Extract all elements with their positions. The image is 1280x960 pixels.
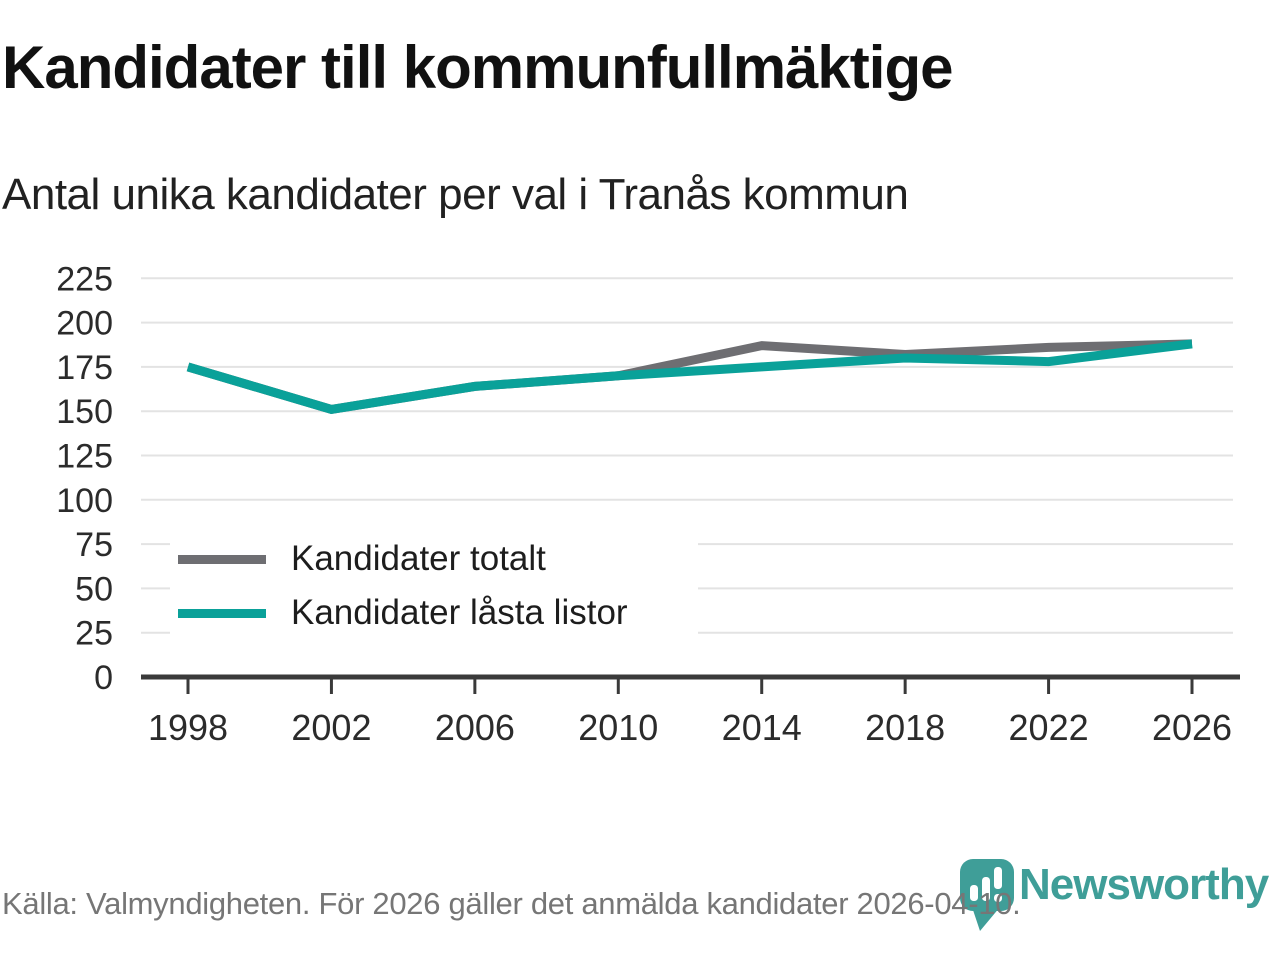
- legend-item-locked: Kandidater låsta listor: [178, 591, 698, 635]
- y-axis-tick-label: 150: [56, 393, 113, 431]
- y-axis-tick-label: 25: [75, 615, 113, 653]
- legend: Kandidater totalt Kandidater låsta listo…: [170, 531, 698, 643]
- legend-swatch-locked: [178, 608, 266, 618]
- source-caption: Källa: Valmyndigheten. För 2026 gäller d…: [2, 886, 1021, 921]
- newsworthy-logo: [960, 859, 1014, 931]
- x-axis-tick-label: 2018: [865, 707, 945, 748]
- series-line-kandidater-l-sta-listor: [186, 339, 1193, 415]
- x-axis-tick-label: 2014: [722, 707, 802, 748]
- y-axis-tick-label: 50: [75, 570, 113, 608]
- newsworthy-pin-barchart-icon: [960, 859, 1014, 931]
- y-axis-tick-label: 125: [56, 438, 113, 476]
- y-axis-tick-label: 200: [56, 305, 113, 343]
- series-line-kandidater-totalt: [186, 339, 1193, 415]
- x-axis-tick-label: 2026: [1152, 707, 1232, 748]
- y-axis-tick-label: 175: [56, 349, 113, 387]
- y-axis-tick-label: 0: [94, 659, 113, 697]
- legend-label-locked: Kandidater låsta listor: [291, 593, 628, 632]
- legend-swatch-total: [178, 554, 266, 564]
- page-title: Kandidater till kommunfullmäktige: [2, 34, 953, 101]
- x-axis-tick-label: 2006: [435, 707, 515, 748]
- x-axis-tick-label: 2022: [1009, 707, 1089, 748]
- y-axis-tick-label: 75: [75, 526, 113, 564]
- y-axis-tick-label: 100: [56, 482, 113, 520]
- page-subtitle: Antal unika kandidater per val i Tranås …: [2, 170, 909, 219]
- x-axis-tick-label: 2010: [578, 707, 658, 748]
- legend-label-total: Kandidater totalt: [291, 539, 546, 578]
- newsworthy-wordmark: Newsworthy: [1019, 860, 1269, 909]
- x-axis-tick-label: 1998: [148, 707, 228, 748]
- x-axis-tick-label: 2002: [291, 707, 371, 748]
- legend-item-total: Kandidater totalt: [178, 537, 698, 581]
- y-axis-tick-label: 225: [56, 260, 113, 298]
